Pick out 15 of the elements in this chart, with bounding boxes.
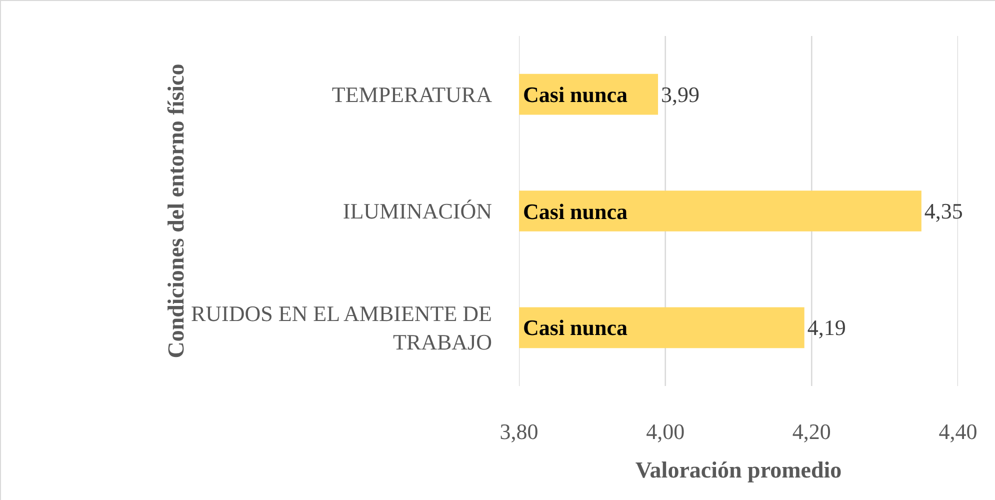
x-tick-label: 4,00 bbox=[646, 419, 685, 444]
x-tick-label: 4,20 bbox=[792, 419, 831, 444]
y-tick-label: TEMPERATURA bbox=[332, 82, 492, 108]
x-axis-title: Valoración promedio bbox=[635, 458, 842, 483]
y-axis-title: Condiciones del entorno físico bbox=[163, 64, 188, 358]
y-tick-label: RUIDOS EN EL AMBIENTE DE TRABAJO bbox=[190, 301, 492, 355]
y-tick-label: ILUMINACIÓN bbox=[342, 198, 492, 224]
annotation: Casi nunca bbox=[523, 199, 628, 224]
x-tick-label: 3,80 bbox=[500, 419, 538, 444]
x-tick-label: 4,40 bbox=[938, 419, 978, 444]
data-label: 4,35 bbox=[924, 198, 963, 224]
annotation: Casi nunca bbox=[523, 82, 628, 107]
data-label: 3,99 bbox=[661, 82, 700, 107]
data-label: 4,19 bbox=[807, 315, 846, 340]
annotation: Casi nunca bbox=[523, 315, 628, 340]
